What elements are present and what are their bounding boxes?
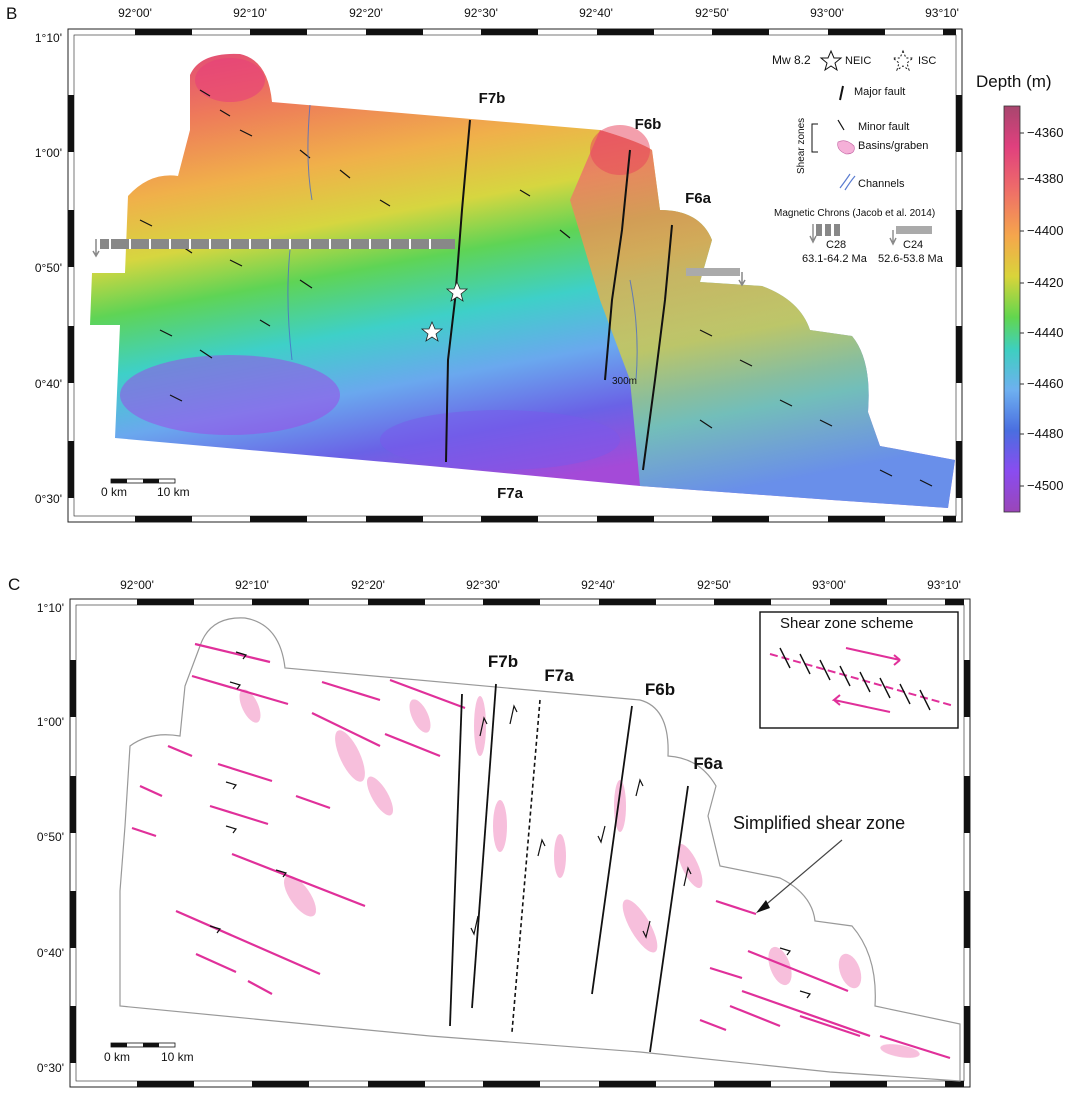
lon-label: 92°40' [581, 578, 615, 592]
lat-label: 1°00' [36, 715, 64, 729]
shear-scheme-title: Shear zone scheme [780, 615, 914, 632]
legend-symbols [809, 49, 932, 246]
legend-c24-age: 52.6-53.8 Ma [878, 253, 943, 265]
minor-fault-icon [837, 119, 845, 131]
scale-zero-label: 0 km [104, 1050, 131, 1064]
legend-shear-zones: Shear zones [796, 117, 807, 174]
panel-b-longitude-axis: 92°00' 92°10' 92°20' 92°30' 92°40' 92°50… [68, 6, 968, 28]
neic-star-icon [819, 49, 843, 72]
colorbar-tick: −4460 [1027, 376, 1064, 391]
lon-label: 93°10' [927, 578, 961, 592]
colorbar-tick: −4360 [1027, 125, 1064, 140]
lon-label: 93°10' [925, 6, 959, 20]
panel-c-frame-ticks [70, 599, 970, 1087]
chron-c28-bar [100, 239, 455, 249]
lon-label: 92°00' [120, 578, 154, 592]
panel-c-letter: C [8, 575, 21, 594]
lon-label: 92°10' [233, 6, 267, 20]
fault-label-f6a: F6a [685, 190, 711, 207]
panel-b-scale-bar [110, 478, 176, 484]
shear-zones [131, 642, 951, 1060]
lon-label: 92°30' [464, 6, 498, 20]
simplified-shear-zone-label: Simplified shear zone [733, 813, 906, 833]
panel-b-map [67, 28, 1024, 523]
channels-icon [839, 173, 856, 191]
major-fault-icon [839, 85, 844, 101]
lon-label: 92°10' [235, 578, 269, 592]
legend-c28-age: 63.1-64.2 Ma [802, 253, 867, 265]
lat-label: 0°30' [36, 1061, 64, 1075]
legend-chrons-title: Magnetic Chrons (Jacob et al. 2014) [774, 208, 936, 219]
lon-label: 92°40' [579, 6, 613, 20]
scale-ten-label: 10 km [157, 485, 190, 499]
legend-major-fault: Major fault [854, 86, 906, 98]
chron-c24-bar [686, 268, 740, 276]
colorbar-tick: −4440 [1027, 325, 1064, 340]
isc-epicenter-star [420, 320, 444, 342]
colorbar-tick: −4420 [1027, 275, 1064, 290]
lat-label: 1°10' [34, 31, 62, 45]
lon-label: 92°00' [118, 6, 152, 20]
lat-label: 0°40' [36, 946, 64, 960]
lon-label: 92°20' [349, 6, 383, 20]
panel-c-scale-bar [110, 1042, 176, 1048]
colorbar-title: Depth (m) [976, 72, 1052, 91]
legend-neic: NEIC [845, 55, 872, 67]
shear-scheme-diagram [769, 647, 955, 713]
colorbar-tick: −4380 [1027, 171, 1064, 186]
channels [287, 104, 638, 381]
basin-icon [837, 140, 855, 155]
legend-basins: Basins/graben [858, 140, 929, 152]
panel-b-letter: B [6, 4, 18, 23]
lat-label: 1°10' [36, 601, 64, 615]
lat-label: 0°30' [34, 492, 62, 506]
scale-ten-label: 10 km [161, 1050, 194, 1064]
lat-label: 1°00' [34, 146, 62, 160]
panel-c-longitude-axis: 92°00' 92°10' 92°20' 92°30' 92°40' 92°50… [70, 578, 970, 600]
fault-label-f6b: F6b [644, 680, 676, 699]
lon-label: 93°00' [810, 6, 844, 20]
fault-label-f6a: F6a [693, 754, 723, 773]
isc-star-icon [891, 49, 915, 72]
fault-label-f6b: F6b [634, 116, 662, 133]
legend-minor-fault: Minor fault [858, 121, 910, 133]
neic-epicenter-star [445, 280, 469, 302]
lon-label: 92°30' [466, 578, 500, 592]
simplified-shear-zone-arrow [761, 839, 843, 909]
major-faults [445, 119, 673, 471]
fault-label-f7a: F7a [544, 666, 574, 685]
legend-isc: ISC [918, 55, 937, 67]
panel-c-map [69, 598, 971, 1088]
legend-c28: C28 [826, 239, 847, 251]
colorbar-tick: −4480 [1027, 426, 1064, 441]
legend-c24: C24 [903, 239, 924, 251]
major-faults [449, 683, 689, 1053]
fault-label-f7b: F7b [487, 652, 519, 671]
lon-label: 93°00' [812, 578, 846, 592]
shear-sense-arrows [209, 651, 811, 999]
colorbar-tick: −4400 [1027, 223, 1064, 238]
contour-label: 300m [612, 376, 638, 387]
shear-scheme-box [759, 611, 959, 729]
lon-label: 92°50' [697, 578, 731, 592]
panel-b-frame-ticks [68, 29, 962, 522]
colorbar-tick: −4500 [1027, 478, 1064, 493]
lat-label: 0°40' [34, 377, 62, 391]
lon-label: 92°50' [695, 6, 729, 20]
fault-label-f7a: F7a [497, 485, 523, 502]
legend-mw: Mw 8.2 [772, 53, 811, 67]
legend-channels: Channels [858, 178, 905, 190]
fault-label-f7b: F7b [478, 90, 506, 107]
lat-label: 0°50' [36, 830, 64, 844]
lon-label: 92°20' [351, 578, 385, 592]
depth-colorbar [1003, 105, 1021, 513]
lat-label: 0°50' [34, 261, 62, 275]
scale-zero-label: 0 km [101, 485, 128, 499]
